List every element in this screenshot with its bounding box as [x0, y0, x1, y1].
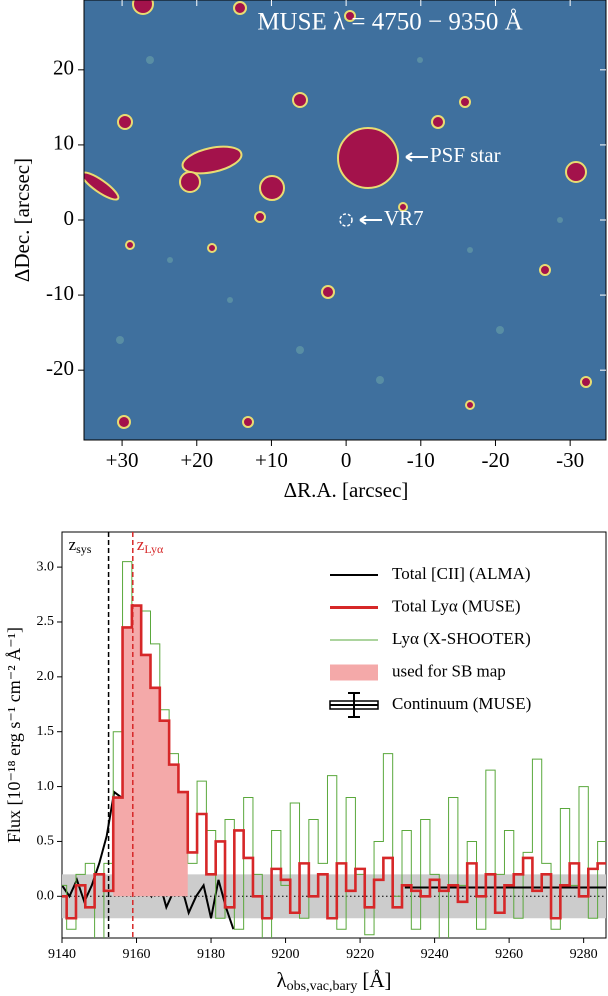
x-label-unit: [Å]	[362, 968, 391, 992]
x-tick-label: +30	[106, 448, 139, 472]
sky-image	[84, 0, 606, 440]
legend-label: Continuum (MUSE)	[392, 694, 531, 713]
x-label-symbol: λ	[276, 968, 287, 992]
y-tick-label: 2.0	[37, 669, 55, 684]
y-tick-label: 1.5	[37, 724, 55, 739]
x-tick-label: 9140	[48, 947, 76, 962]
label-subscript: Lyα	[144, 542, 164, 556]
y-tick-label: 0	[64, 206, 75, 230]
y-axis-label: Flux [10⁻¹⁸ erg s⁻¹ cm⁻² Å⁻¹]	[4, 627, 24, 843]
y-tick-label: -20	[46, 356, 74, 380]
legend-label: Total [CII] (ALMA)	[392, 564, 531, 583]
x-tick-label: +10	[255, 448, 288, 472]
sb-map-region	[113, 605, 188, 897]
x-tick-label: 9220	[346, 947, 374, 962]
x-label-subscript: obs,vac,bary	[287, 979, 358, 994]
y-tick-label: -10	[46, 281, 74, 305]
y-tick-label: 2.5	[37, 614, 55, 629]
x-tick-label: 0	[341, 448, 352, 472]
legend-label: Lyα (X-SHOOTER)	[392, 629, 531, 648]
redshift-label: zsys	[69, 535, 92, 556]
legend-swatch	[330, 664, 378, 681]
y-axis-label: ΔDec. [arcsec]	[10, 158, 34, 282]
legend-label: Total Lyα (MUSE)	[392, 596, 521, 615]
label-subscript: sys	[76, 542, 92, 556]
axes-frame	[61, 531, 607, 939]
x-tick-label: +20	[180, 448, 213, 472]
y-tick-label: 0.0	[37, 889, 55, 904]
y-tick-label: 10	[53, 131, 74, 155]
y-tick-label: 0.5	[37, 834, 55, 849]
x-tick-label: 9160	[123, 947, 151, 962]
x-axis-label: ΔR.A. [arcsec]	[284, 478, 409, 502]
x-tick-label: -20	[481, 448, 509, 472]
y-tick-label: 1.0	[37, 779, 55, 794]
step-line	[62, 604, 606, 920]
x-tick-label: 9260	[495, 947, 523, 962]
label-symbol: z	[69, 535, 77, 554]
x-tick-label: -30	[556, 448, 584, 472]
x-tick-label: 9240	[421, 947, 449, 962]
image-title: MUSE λ = 4750 − 9350 Å	[257, 9, 522, 36]
y-tick-label: 20	[53, 56, 74, 80]
x-tick-label: 9280	[570, 947, 598, 962]
x-axis-label: λobs,vac,bary [Å]	[276, 968, 391, 994]
x-tick-label: 9200	[272, 947, 300, 962]
x-tick-label: -10	[407, 448, 435, 472]
annotation: PSF star	[430, 143, 501, 167]
x-tick-label: 9180	[197, 947, 225, 962]
label-symbol: z	[137, 535, 145, 554]
legend-label: used for SB map	[392, 661, 506, 680]
redshift-label: zLyα	[137, 535, 164, 556]
plot-area	[62, 561, 606, 938]
annotation: VR7	[384, 206, 424, 230]
y-tick-label: 3.0	[37, 559, 55, 574]
